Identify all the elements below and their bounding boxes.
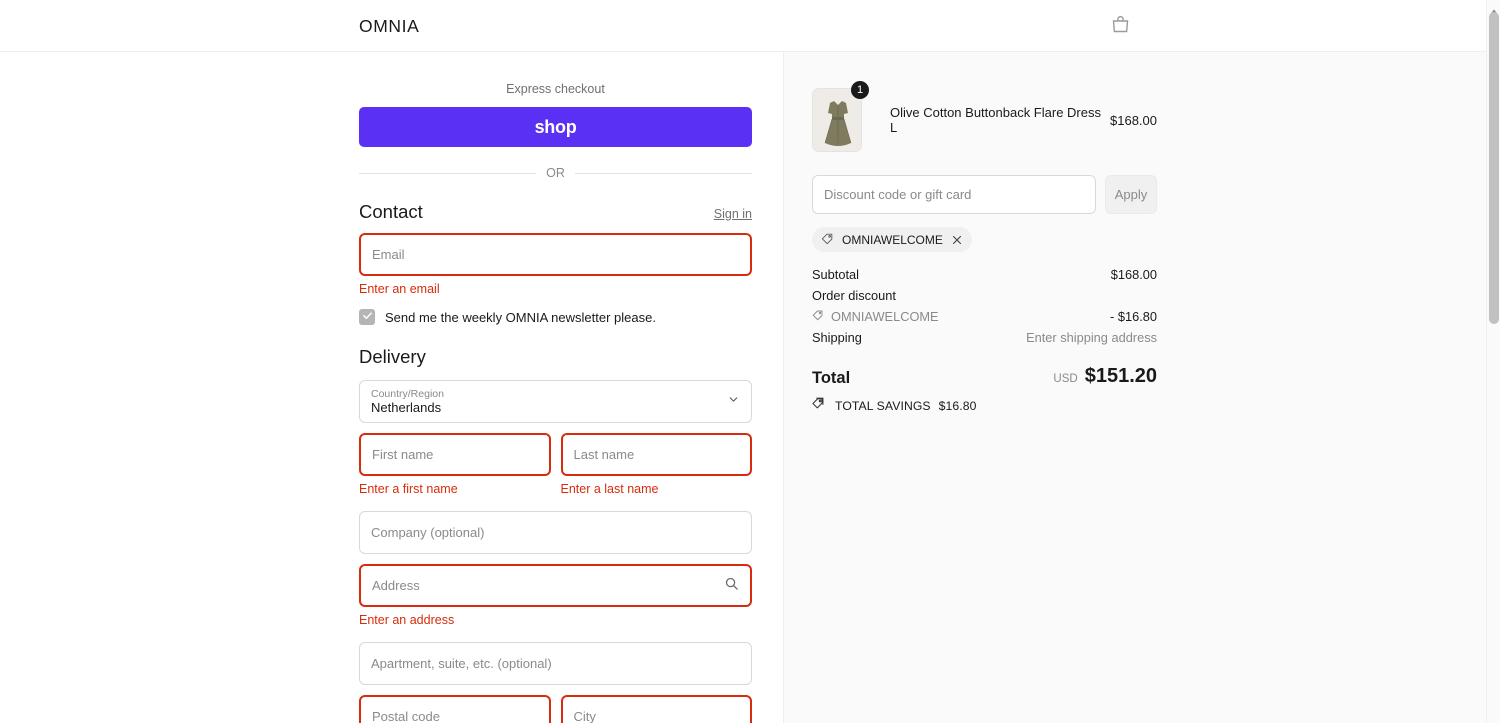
apartment-field[interactable]: Apartment, suite, etc. (optional) — [359, 642, 752, 685]
shipping-label: Shipping — [812, 330, 862, 345]
express-checkout-label: Express checkout — [506, 82, 605, 96]
divider-line-right — [574, 172, 752, 174]
brand-logo[interactable]: OMNIA — [359, 16, 420, 36]
page-scrollbar[interactable] — [1486, 0, 1500, 723]
shipping-row: Shipping Enter shipping address — [812, 330, 1157, 345]
applied-discount-pill: OMNIAWELCOME — [812, 227, 972, 252]
email-field[interactable]: Email — [359, 233, 752, 276]
checkout-form-column: Express checkout shop OR Contact Sign in… — [0, 52, 783, 723]
subtotal-value: $168.00 — [1110, 267, 1157, 282]
discount-row: Discount code or gift card Apply — [812, 175, 1157, 214]
page-header: OMNIA — [0, 0, 1489, 52]
address-error-message: Enter an address — [359, 613, 455, 627]
line-item-name: Olive Cotton Buttonback Flare Dress L — [890, 105, 1101, 135]
double-tag-icon — [812, 396, 827, 416]
order-discount-code: OMNIAWELCOME — [831, 309, 939, 324]
contact-title: Contact — [359, 201, 423, 222]
shopping-bag-icon — [1110, 14, 1131, 38]
applied-discount-code: OMNIAWELCOME — [842, 232, 943, 247]
subtotal-row: Subtotal $168.00 — [812, 267, 1157, 282]
company-field[interactable]: Company (optional) — [359, 511, 752, 554]
total-label: Total — [812, 369, 851, 387]
total-savings-row: TOTAL SAVINGS $16.80 — [812, 396, 1157, 416]
discount-placeholder: Discount code or gift card — [824, 187, 972, 202]
order-summary: 1 Olive Cotton Buttonback Flare Dress L … — [812, 52, 1157, 416]
order-discount-value: - $16.80 — [1110, 309, 1157, 324]
total-value: $151.20 — [1084, 365, 1157, 387]
delivery-section-header: Delivery — [359, 346, 752, 368]
city-placeholder: City — [573, 709, 596, 723]
postal-code-placeholder: Postal code — [372, 709, 440, 723]
country-region-stack: Country/Region Netherlands — [371, 388, 444, 415]
last-name-placeholder: Last name — [573, 447, 635, 462]
total-currency: USD — [1053, 373, 1078, 385]
contact-section-header: Contact Sign in — [359, 201, 752, 223]
shop-pay-button[interactable]: shop — [359, 107, 752, 147]
product-thumbnail-wrap: 1 — [812, 81, 869, 152]
line-item-price: $168.00 — [1110, 112, 1157, 128]
company-placeholder: Company (optional) — [371, 525, 485, 540]
email-error-message: Enter an email — [359, 282, 440, 296]
total-row: Total USD $151.20 — [812, 365, 1157, 388]
postal-city-row: Postal code City — [359, 695, 752, 723]
first-name-field[interactable]: First name — [359, 433, 551, 476]
checkout-form: Express checkout shop OR Contact Sign in… — [359, 52, 752, 723]
check-icon — [362, 308, 373, 326]
discount-code-input[interactable]: Discount code or gift card — [812, 175, 1096, 214]
postal-code-field[interactable]: Postal code — [359, 695, 551, 723]
total-savings-value: $16.80 — [938, 399, 977, 413]
order-discount-row: Order discount — [812, 288, 1157, 303]
apartment-placeholder: Apartment, suite, etc. (optional) — [371, 656, 552, 671]
address-field[interactable]: Address — [359, 564, 752, 607]
order-discount-label: Order discount — [812, 288, 896, 303]
country-region-label: Country/Region — [371, 388, 444, 400]
order-summary-column: 1 Olive Cotton Buttonback Flare Dress L … — [783, 52, 1489, 723]
address-placeholder: Address — [372, 578, 420, 593]
total-amount-wrap: USD $151.20 — [1053, 365, 1157, 388]
newsletter-checkbox[interactable] — [359, 309, 375, 325]
chevron-down-icon — [727, 393, 740, 411]
newsletter-label: Send me the weekly OMNIA newsletter plea… — [385, 309, 656, 325]
tag-icon — [821, 232, 834, 248]
search-icon[interactable] — [724, 576, 739, 596]
scrollbar-thumb[interactable] — [1489, 12, 1499, 324]
name-errors-row: Enter a first name Enter a last name — [359, 482, 752, 496]
divider-line-left — [359, 172, 537, 174]
or-label: OR — [546, 166, 565, 180]
order-discount-code-wrap: OMNIAWELCOME — [812, 309, 939, 324]
cart-button[interactable] — [1108, 14, 1132, 38]
or-divider: OR — [359, 166, 752, 180]
newsletter-checkbox-row[interactable]: Send me the weekly OMNIA newsletter plea… — [359, 309, 752, 325]
total-savings-label: TOTAL SAVINGS — [835, 399, 931, 413]
last-name-error-message: Enter a last name — [560, 482, 659, 496]
tag-icon-small — [812, 309, 824, 324]
subtotal-label: Subtotal — [812, 267, 859, 282]
name-fields-row: First name Last name — [359, 433, 752, 476]
country-region-select[interactable]: Country/Region Netherlands — [359, 380, 752, 423]
city-field[interactable]: City — [560, 695, 752, 723]
order-discount-detail-row: OMNIAWELCOME - $16.80 — [812, 309, 1157, 324]
country-region-value: Netherlands — [371, 400, 442, 415]
dress-image — [813, 89, 861, 151]
sign-in-link[interactable]: Sign in — [713, 207, 752, 221]
delivery-title: Delivery — [359, 346, 426, 367]
shipping-value: Enter shipping address — [1026, 330, 1157, 345]
product-thumbnail — [812, 88, 862, 152]
first-name-error-message: Enter a first name — [359, 482, 458, 496]
shop-pay-label: shop — [534, 116, 577, 137]
remove-discount-icon[interactable] — [951, 234, 963, 246]
email-placeholder: Email — [372, 247, 405, 262]
last-name-field[interactable]: Last name — [560, 433, 752, 476]
quantity-badge: 1 — [851, 81, 869, 99]
apply-discount-button[interactable]: Apply — [1105, 175, 1157, 214]
line-item: 1 Olive Cotton Buttonback Flare Dress L … — [812, 81, 1157, 152]
first-name-placeholder: First name — [372, 447, 434, 462]
